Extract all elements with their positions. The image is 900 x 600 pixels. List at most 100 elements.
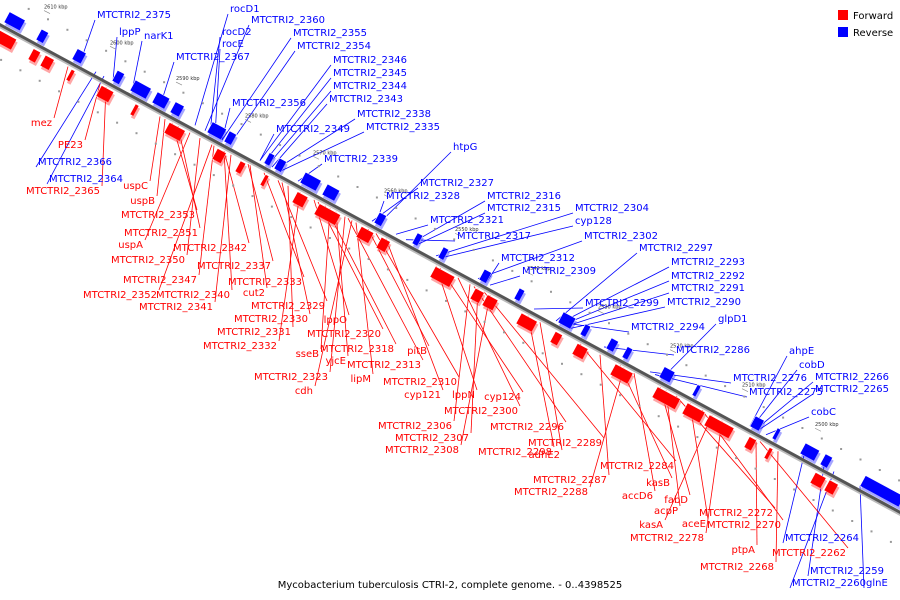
axis-dot [105, 49, 108, 52]
leader-line [460, 295, 491, 446]
gene-shadow [800, 446, 821, 465]
reverse-gene-label: ahpE [789, 346, 814, 357]
tick-label: 2580 kbp [245, 113, 269, 119]
leader-line [395, 224, 429, 235]
forward-gene-label: MTCTRI2_2351 [124, 228, 198, 239]
forward-gene-block [609, 363, 634, 385]
reverse-gene-block [35, 28, 50, 44]
tick-mark [383, 194, 391, 199]
leader-line [214, 154, 232, 303]
axis-dot [550, 290, 552, 293]
gene-shadow [860, 478, 900, 510]
gene-labels: MTCTRI2_2375 lppP narK1 rocD1MTCTRI2_2360ro… [26, 4, 889, 589]
gene-shadow [659, 369, 677, 386]
forward-gene-block [823, 479, 839, 496]
forward-gene-label: MTCTRI2_2342 [173, 243, 247, 254]
gene-shadow [824, 482, 840, 499]
axis-dot [116, 121, 119, 124]
gene-shadow [274, 161, 288, 176]
gene-shadow [207, 124, 228, 143]
tick-mark [669, 349, 677, 353]
axis-dot [889, 540, 892, 543]
reverse-gene-block [658, 366, 676, 384]
tick-label: 2540 kbp [527, 266, 551, 272]
axis-dot [619, 394, 622, 397]
tick-mark [597, 310, 605, 314]
axis-dot [715, 446, 718, 449]
reverse-gene-label: MTCTRI2_2354 [297, 41, 371, 52]
tick-label: 2550 kbp [455, 227, 479, 233]
axis-dot [511, 269, 514, 272]
leader-line [470, 288, 479, 434]
leader-line [329, 216, 346, 373]
reverse-gene-block [437, 246, 450, 261]
reverse-gene-label: MTCTRI2_2315 [487, 203, 561, 214]
forward-gene-block [469, 287, 485, 304]
axis-dot [522, 341, 525, 344]
leader-line [411, 200, 486, 244]
axis-dot [541, 352, 544, 355]
reverse-gene-label: MTCTRI2_2356 [232, 98, 306, 109]
reverse-gene-block [169, 101, 185, 118]
gene-shadow [300, 175, 323, 195]
reverse-gene-label: MTCTRI2_2335 [366, 122, 440, 133]
leader-line [287, 185, 294, 328]
axis-dot [386, 268, 389, 271]
axis-dot [453, 238, 456, 241]
reverse-gene-label: MTCTRI2_2339 [324, 154, 398, 165]
reverse-gene-block [111, 69, 126, 86]
reverse-gene-label: MTCTRI2_2259 [810, 566, 884, 577]
reverse-gene-label: MTCTRI2_2366 [38, 157, 112, 168]
gene-shadow [470, 291, 486, 307]
forward-gene-label: MTCTRI2_2268 [700, 562, 774, 573]
tick-mark [175, 81, 183, 86]
gene-shadow [514, 291, 526, 305]
forward-gene-label: MTCTRI2_2310 [383, 377, 457, 388]
gene-shadow [356, 229, 375, 247]
reverse-gene-label: MTCTRI2_2316 [487, 191, 561, 202]
gene-shadow [479, 272, 493, 287]
forward-gene-label: MTCTRI2_2318 [320, 344, 394, 355]
axis-dot [96, 111, 99, 114]
axis-dot [174, 153, 177, 156]
axis-dot [696, 436, 699, 439]
reverse-gene-label: MTCTRI2_2349 [276, 124, 350, 135]
axis-dot [279, 144, 282, 147]
forward-gene-block [355, 225, 375, 244]
leader-line [757, 393, 814, 431]
axis-dot [0, 58, 3, 61]
leader-line [314, 220, 353, 387]
forward-gene-label: cyp124 [484, 392, 521, 403]
gene-shadow [4, 14, 27, 34]
leader-line [477, 240, 583, 280]
forward-gene-label: fabD [664, 495, 688, 506]
forward-gene-label: adhE2 [529, 450, 561, 461]
leader-line [149, 116, 161, 182]
forward-gene-label: MTCTRI2_2320 [307, 329, 381, 340]
gene-shadow [28, 51, 42, 66]
reverse-gene-block [299, 171, 322, 192]
leader-line [355, 222, 374, 375]
forward-gene-label: uspA [118, 240, 143, 251]
leader-line [377, 151, 452, 225]
leader-line [281, 182, 311, 315]
forward-gene-block [65, 68, 76, 83]
forward-gene-label: MTCTRI2_2278 [630, 533, 704, 544]
tick-label: 2570 kbp [313, 150, 337, 156]
gene-shadow [652, 389, 682, 413]
gene-shadow [482, 297, 500, 314]
forward-gene-label: acpP [654, 506, 678, 517]
axis-dot [503, 331, 505, 334]
axis-dot [754, 467, 757, 470]
gene-shadow [704, 417, 736, 442]
tick-label: 2600 kbp [110, 40, 134, 46]
reverse-gene-block [859, 475, 900, 508]
gene-shadow [164, 125, 187, 145]
axis-dot [483, 320, 486, 323]
forward-gene-label: kasA [639, 520, 663, 531]
tick-label: 2590 kbp [176, 76, 200, 82]
leader-line [633, 373, 656, 492]
leader-line [859, 485, 865, 589]
axis-dot [328, 237, 331, 239]
